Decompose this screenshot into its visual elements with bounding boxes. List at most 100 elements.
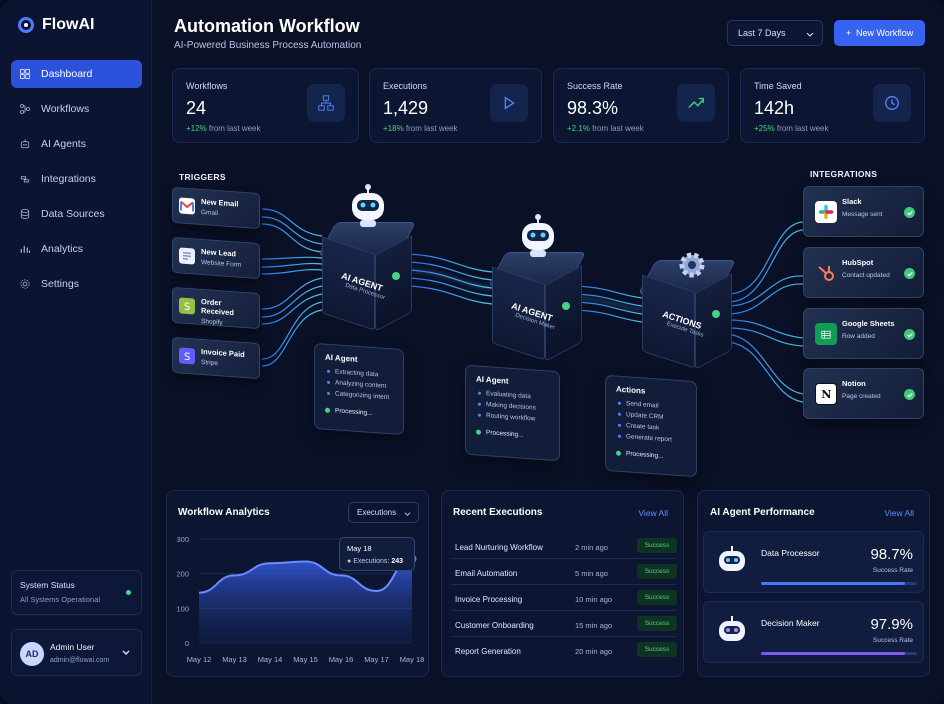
kpi-change-text: from last week bbox=[405, 124, 458, 133]
card-item: Making decisions bbox=[486, 401, 549, 412]
date-range-select[interactable]: Last 7 Days bbox=[727, 20, 823, 46]
y-tick-label: 100 bbox=[176, 604, 189, 613]
success-progress-fill bbox=[761, 652, 905, 655]
trend-up-icon bbox=[677, 84, 715, 122]
gear-icon bbox=[679, 252, 705, 278]
trigger-title: New Email bbox=[201, 196, 239, 209]
form-icon bbox=[179, 247, 195, 265]
trigger-subtitle: Gmail bbox=[201, 208, 218, 218]
chevron-down-icon[interactable] bbox=[121, 648, 131, 658]
kpi-label: Executions bbox=[383, 81, 428, 91]
page-title: Automation Workflow bbox=[174, 16, 360, 36]
analytics-chart[interactable]: 300 200 100 0 May 12 May 13 May 14 May 15 May 16… bbox=[167, 531, 430, 671]
x-tick-label: May 12 bbox=[187, 655, 212, 664]
y-tick-label: 200 bbox=[176, 570, 189, 579]
integration-slack[interactable]: Slack Message sent bbox=[803, 186, 924, 237]
svg-text:N: N bbox=[821, 387, 831, 401]
table-row[interactable]: Report Generation 20 min ago Success bbox=[451, 637, 677, 663]
execution-time: 15 min ago bbox=[575, 621, 613, 630]
table-row[interactable]: Email Automation 5 min ago Success bbox=[451, 559, 677, 585]
kpi-change-value: +2.1% bbox=[567, 124, 590, 133]
kpi-card-success-rate[interactable]: Success Rate 98.3% +2.1% from last week bbox=[553, 68, 729, 143]
agent-name: Data Processor bbox=[761, 548, 820, 558]
sidebar-item-label: Workflows bbox=[41, 103, 90, 115]
sidebar-item-data-sources[interactable]: Data Sources bbox=[11, 200, 142, 228]
workflow-icon bbox=[20, 104, 30, 114]
panel-title: Recent Executions bbox=[453, 507, 543, 518]
integration-notion[interactable]: N Notion Page created bbox=[803, 368, 924, 419]
sidebar-item-label: Integrations bbox=[41, 173, 96, 185]
sidebar-item-label: Settings bbox=[41, 278, 79, 290]
kpi-change: +18% from last week bbox=[383, 124, 528, 133]
trigger-order-received[interactable]: S Order Received Shopify bbox=[172, 286, 260, 330]
agent-success-value: 98.7% bbox=[870, 546, 913, 563]
success-progress-fill bbox=[761, 582, 905, 585]
execution-time: 5 min ago bbox=[575, 569, 608, 578]
integration-title: Google Sheets bbox=[842, 319, 895, 328]
x-tick-label: May 16 bbox=[329, 655, 354, 664]
ai-agent-decision-maker-node[interactable]: AI AGENT Decision Maker bbox=[487, 214, 587, 362]
trigger-invoice-paid[interactable]: S Invoice Paid Stripe bbox=[172, 336, 260, 380]
integration-subtitle: Row added bbox=[842, 333, 875, 340]
execution-time: 2 min ago bbox=[575, 543, 608, 552]
kpi-card-time-saved[interactable]: Time Saved 142h +25% from last week bbox=[740, 68, 925, 143]
ai-agent-data-processor-node[interactable]: AI AGENT Data Processor bbox=[317, 184, 417, 332]
agent-status-card-1: AI Agent Extracting data Analyzing conte… bbox=[314, 342, 404, 436]
user-menu[interactable]: AD Admin User admin@flowai.com bbox=[11, 629, 142, 676]
robot-icon bbox=[719, 616, 745, 641]
sidebar-item-dashboard[interactable]: Dashboard bbox=[11, 60, 142, 88]
status-badge: Success bbox=[637, 590, 677, 605]
integration-title: Slack bbox=[842, 197, 862, 206]
status-badge: Success bbox=[637, 564, 677, 579]
view-all-agents-link[interactable]: View All bbox=[884, 508, 914, 518]
check-icon bbox=[904, 329, 915, 340]
card-title: AI Agent bbox=[325, 352, 358, 364]
card-item: Update CRM bbox=[626, 411, 686, 422]
kpi-value: 1,429 bbox=[383, 98, 429, 118]
chart-tooltip: May 18 ● Executions: 243 bbox=[339, 537, 415, 571]
sidebar-item-integrations[interactable]: Integrations bbox=[11, 165, 142, 193]
sidebar-item-label: Analytics bbox=[41, 243, 84, 255]
execution-name: Report Generation bbox=[455, 647, 521, 656]
kpi-change-value: +12% bbox=[186, 124, 207, 133]
integration-google-sheets[interactable]: Google Sheets Row added bbox=[803, 308, 924, 359]
tooltip-value: 243 bbox=[391, 558, 404, 565]
card-item: Generate report bbox=[626, 433, 686, 444]
sidebar-item-settings[interactable]: Settings bbox=[11, 270, 142, 298]
system-status-text: All Systems Operational bbox=[20, 595, 101, 604]
view-all-executions-link[interactable]: View All bbox=[638, 508, 668, 518]
agent-performance-panel: AI Agent Performance View All Data Proce… bbox=[697, 490, 930, 677]
sidebar-item-label: Dashboard bbox=[41, 68, 93, 80]
agent-performance-card[interactable]: Decision Maker 97.9% Success Rate bbox=[703, 601, 924, 663]
triggers-heading: TRIGGERS bbox=[179, 172, 226, 182]
agent-performance-card[interactable]: Data Processor 98.7% Success Rate bbox=[703, 531, 924, 593]
area-fill bbox=[199, 558, 412, 643]
table-row[interactable]: Customer Onboarding 15 min ago Success bbox=[451, 611, 677, 637]
actions-node[interactable]: ACTIONS Execute Tasks bbox=[637, 252, 737, 370]
x-tick-label: May 14 bbox=[258, 655, 283, 664]
tooltip-label: Executions: bbox=[353, 558, 390, 565]
workflow-diagram: TRIGGERS INTEGRATIONS New Email Gmail Ne… bbox=[160, 154, 944, 484]
kpi-card-executions[interactable]: Executions 1,429 +18% from last week bbox=[369, 68, 542, 143]
table-row[interactable]: Invoice Processing 10 min ago Success bbox=[451, 585, 677, 611]
check-icon bbox=[562, 302, 570, 310]
trigger-new-email[interactable]: New Email Gmail bbox=[172, 186, 260, 230]
sidebar-item-ai-agents[interactable]: AI Agents bbox=[11, 130, 142, 158]
integration-hubspot[interactable]: HubSpot Contact updated bbox=[803, 247, 924, 298]
series-line bbox=[198, 557, 413, 594]
kpi-card-workflows[interactable]: Workflows 24 +12% from last week bbox=[172, 68, 359, 143]
stripe-icon: S bbox=[179, 347, 195, 365]
brand-logo[interactable]: FlowAI bbox=[18, 16, 94, 34]
metric-select[interactable]: Executions bbox=[348, 502, 419, 523]
sidebar-item-analytics[interactable]: Analytics bbox=[11, 235, 142, 263]
plus-icon: + bbox=[845, 28, 851, 38]
trigger-new-lead[interactable]: New Lead Website Form bbox=[172, 236, 260, 280]
hubspot-icon bbox=[815, 262, 837, 284]
check-icon bbox=[904, 389, 915, 400]
new-workflow-button[interactable]: + New Workflow bbox=[834, 20, 925, 46]
x-tick-label: May 15 bbox=[293, 655, 318, 664]
chevron-down-icon bbox=[404, 512, 411, 516]
table-row[interactable]: Lead Nurturing Workflow 2 min ago Success bbox=[451, 533, 677, 559]
robot-icon bbox=[719, 546, 745, 571]
sidebar-item-workflows[interactable]: Workflows bbox=[11, 95, 142, 123]
